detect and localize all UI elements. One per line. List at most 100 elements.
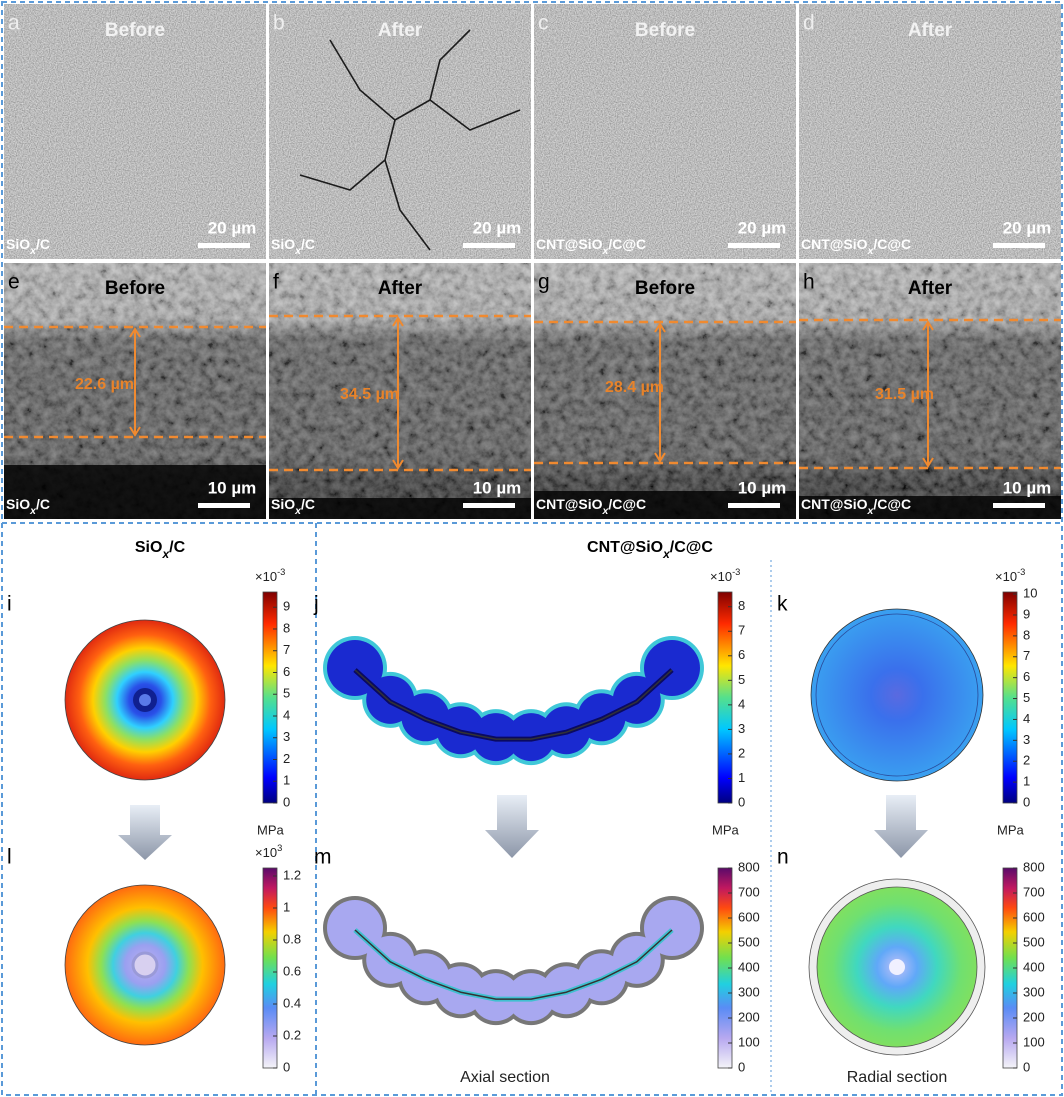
scale-bar	[728, 503, 780, 508]
scale-bar	[198, 243, 250, 248]
panel-letter: f	[273, 271, 279, 294]
arrow-head	[922, 320, 934, 331]
colorbar-tick-label: 500	[1023, 934, 1045, 949]
colorbar-tick-label: 1.2	[283, 867, 301, 882]
scale-label: 10 µm	[738, 478, 787, 497]
scale-label: 10 µm	[473, 478, 522, 497]
colorbar-multiplier: ×10-3	[710, 567, 740, 584]
arrow	[874, 795, 928, 858]
simulation: SiOx/C CNT@SiOx/C@Ci0123456789×10-3MPaj01…	[7, 539, 1045, 1086]
image	[269, 4, 531, 259]
image	[799, 263, 1061, 519]
sample-label: CNT@SiOx/C@C	[536, 496, 646, 517]
text-part: x	[294, 505, 302, 517]
colorbar-tick-label: 2	[738, 745, 745, 760]
text-part: -3	[277, 567, 285, 577]
text-part: CNT@SiO	[536, 496, 603, 512]
core	[139, 694, 151, 706]
panel-letter: j	[313, 593, 319, 616]
colorbar-tick-label: 1	[283, 773, 290, 788]
colorbar-tick-label: 0	[738, 794, 745, 809]
state-label: After	[378, 278, 423, 299]
colorbar-tick-label: 400	[738, 959, 760, 974]
state-label: Before	[105, 20, 165, 41]
scale-label: 20 µm	[738, 218, 787, 237]
colorbar-tick-label: 100	[1023, 1034, 1045, 1049]
sample-label: CNT@SiOx/C@C	[536, 236, 646, 257]
colorbar-tick-label: 0	[1023, 794, 1030, 809]
text-part: CNT@SiO	[536, 236, 603, 252]
colorbar-tick-label: 5	[1023, 690, 1030, 705]
model-j	[323, 636, 704, 766]
text-part: SiO	[135, 539, 163, 556]
image	[799, 4, 1061, 259]
colorbar-tick-label: 3	[1023, 732, 1030, 747]
text-part: SiO	[6, 236, 30, 252]
crack	[329, 39, 521, 131]
text-part: /C@C	[608, 496, 646, 512]
state-label: Before	[105, 278, 165, 299]
state-label: Before	[635, 278, 695, 299]
text-part: x	[867, 505, 875, 517]
colorbar-tick-label: 3	[283, 729, 290, 744]
arrow-head	[392, 316, 404, 327]
text-part: ×10	[995, 569, 1017, 584]
thickness-label: 31.5 µm	[875, 386, 934, 403]
image	[534, 263, 796, 519]
colorbar-tick-label: 9	[283, 599, 290, 614]
text-part: /C	[301, 236, 315, 252]
colorbar-tick-label: 7	[283, 642, 290, 657]
colorbar-tick-label: 0	[738, 1059, 745, 1074]
crack	[384, 159, 431, 251]
colorbar-tick-label: 10	[1023, 586, 1037, 601]
colorbar-tick-label: 600	[738, 909, 760, 924]
panel-letter: c	[538, 12, 549, 35]
colorbar-tick-label: 300	[738, 984, 760, 999]
colorbar-tick-label: 1	[738, 770, 745, 785]
arrow-head	[654, 322, 666, 333]
model-m	[323, 896, 704, 1026]
arrow-head	[392, 459, 404, 470]
panel-letter: i	[7, 593, 12, 616]
panel-letter: m	[314, 846, 332, 869]
nanotube-core	[354, 929, 673, 1000]
colorbar-tick-label: 6	[1023, 669, 1030, 684]
arrow-head	[129, 426, 141, 437]
text-part: x	[161, 547, 170, 561]
panel-letter: k	[777, 593, 788, 616]
text-part: x	[602, 505, 610, 517]
text-part: ×10	[255, 569, 277, 584]
state-label: After	[908, 278, 953, 299]
panel-letter: b	[273, 12, 285, 35]
panel-letter: l	[7, 846, 12, 869]
colorbar-tick-label: 1	[283, 899, 290, 914]
colorbar	[262, 867, 278, 1069]
scale-bar	[728, 243, 780, 248]
sample-label: SiOx/C	[271, 496, 315, 517]
sem-texture	[269, 4, 531, 259]
text-part: x	[602, 245, 610, 257]
sem-panel: 31.5 µm h After CNT@SiOx/C@C 10 µm	[799, 263, 1061, 519]
sem-panel: 28.4 µm g Before CNT@SiOx/C@C 10 µm	[534, 263, 796, 519]
text-part: /C@C	[608, 236, 646, 252]
sem-panel: b After SiOx/C 20 µm	[269, 4, 531, 259]
text-part: SiO	[271, 496, 295, 512]
colorbar-tick-label: 7	[1023, 648, 1030, 663]
panel-letter: a	[8, 12, 20, 35]
text-part: CNT@SiO	[587, 539, 663, 556]
thickness-label: 28.4 µm	[605, 379, 664, 396]
text-part: x	[294, 245, 302, 257]
scale-label: 20 µm	[473, 218, 522, 237]
sem-panel: 22.6 µm e Before SiOx/C 10 µm	[4, 263, 266, 519]
sample-label: SiOx/C	[6, 496, 50, 517]
nanotube-core	[354, 669, 673, 740]
panel-letter: g	[538, 271, 550, 294]
colorbar-tick-label: 6	[738, 647, 745, 662]
colorbar-tick-label: 2	[283, 751, 290, 766]
scale-label: 10 µm	[1003, 478, 1052, 497]
crack	[429, 29, 471, 101]
arrow-head	[654, 452, 666, 463]
colorbar-multiplier: ×10-3	[255, 567, 285, 584]
caption: Axial section	[460, 1069, 550, 1086]
colorbar-tick-label: 4	[1023, 711, 1030, 726]
